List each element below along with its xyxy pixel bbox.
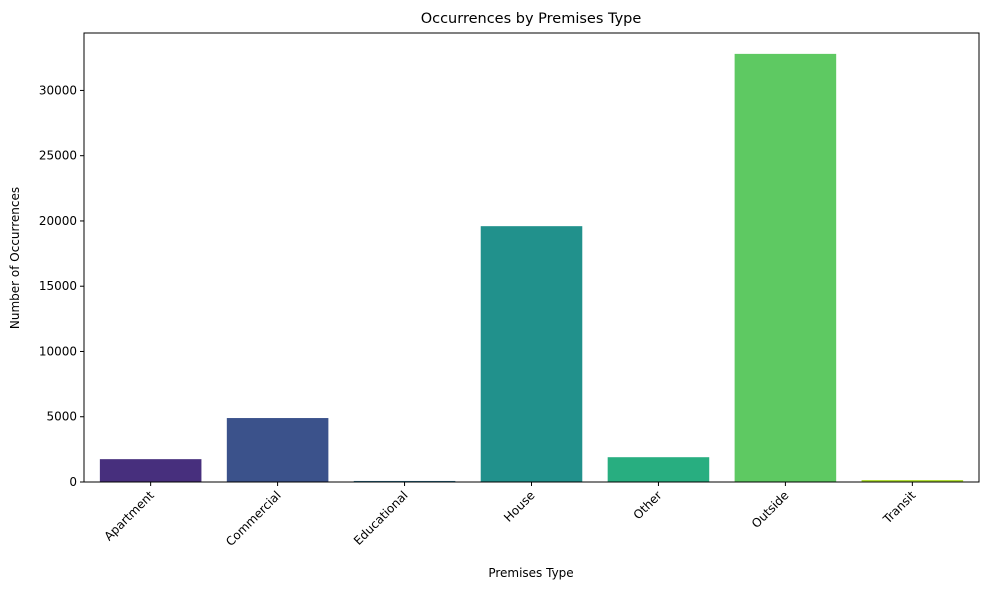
bars-layer [99,53,964,482]
bar-other [607,457,710,482]
y-axis-label: Number of Occurrences [8,187,22,329]
y-tick-label: 15000 [39,279,77,293]
bar-commercial [226,418,329,482]
bar-outside [734,53,837,482]
y-tick-label: 10000 [39,344,77,358]
plot-frame [83,32,980,483]
y-tick-label: 25000 [39,149,77,163]
bar-apartment [99,459,202,482]
y-tick-label: 0 [69,475,77,489]
bar-house [480,226,583,482]
y-tick-label: 5000 [46,410,77,424]
chart-title: Occurrences by Premises Type [421,11,642,27]
bar-educational [353,480,456,482]
y-tick-label: 20000 [39,214,77,228]
y-axis: 0 5000 10000 15000 20000 25000 30000 [39,83,84,489]
bar-transit [861,480,964,482]
y-tick-label: 30000 [39,83,77,97]
x-axis-label: Premises Type [488,566,573,580]
